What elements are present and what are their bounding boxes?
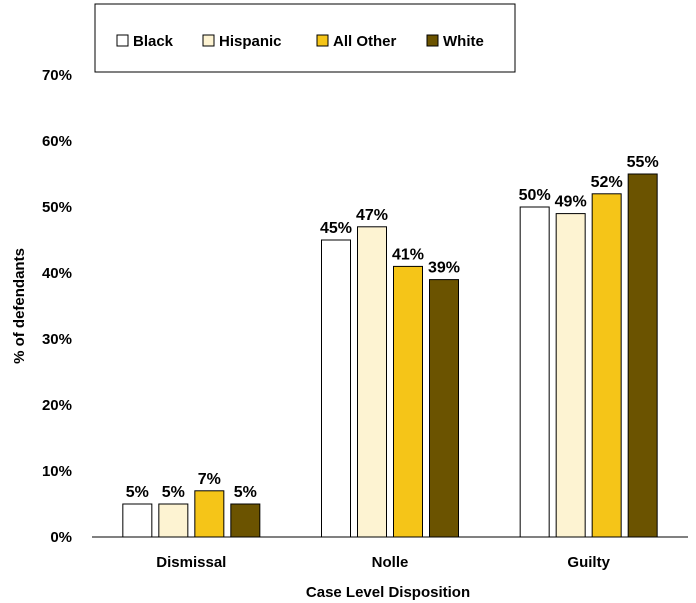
x-axis-categories: Dismissal Nolle Guilty [156,554,610,571]
data-labels: 5% 5% 7% 5% 45%47% 41%39% 50% 49%52%55% [126,154,659,501]
data-label: 45% [320,220,352,237]
data-label: 55% [627,154,659,171]
legend-label: All Other [333,33,397,50]
y-tick-label: 70% [42,67,72,84]
bar-white [627,173,658,538]
bar-hispanic [555,213,586,538]
y-tick-label: 60% [42,133,72,150]
data-label: 5% [162,484,185,501]
data-label: 5% [234,484,257,501]
bar-white [230,503,261,538]
data-label: 52% [591,174,623,191]
legend-label: Hispanic [219,33,282,50]
y-tick-label: 10% [42,463,72,480]
y-axis-title: % of defendants [11,248,28,364]
y-axis: 0% 10% 20% 30% 40% 50% 60% 70% [42,67,72,546]
legend-swatch [316,34,329,47]
bar-black [519,206,550,538]
data-label: 5% [126,484,149,501]
y-tick-label: 0% [50,529,72,546]
bar-black [122,503,153,538]
y-tick-label: 30% [42,331,72,348]
bar-all-other [194,490,225,538]
bar-white [429,279,459,538]
x-category-label: Nolle [372,554,409,571]
data-label: 50% [519,187,551,204]
y-tick-label: 50% [42,199,72,216]
data-label: 49% [555,194,587,211]
legend-swatch [202,34,215,47]
bar-black [321,239,351,538]
legend-box [94,3,516,73]
x-axis-title: Case Level Disposition [306,584,470,601]
legend-label: Black [133,33,174,50]
legend: Black Hispanic All Other White [94,3,516,73]
bar-hispanic [357,226,387,538]
x-category-label: Guilty [567,554,610,571]
y-tick-label: 40% [42,265,72,282]
data-label: 39% [428,260,460,277]
y-tick-label: 20% [42,397,72,414]
data-label: 41% [392,246,424,263]
bars [122,173,658,538]
legend-label: White [443,33,484,50]
bar-hispanic [158,503,189,538]
bar-all-other [591,193,622,538]
legend-swatch [426,34,439,47]
data-label: 7% [198,471,221,488]
legend-swatch [116,34,129,47]
bar-all-other [393,265,423,538]
x-category-label: Dismissal [156,554,226,571]
data-label: 47% [356,207,388,224]
